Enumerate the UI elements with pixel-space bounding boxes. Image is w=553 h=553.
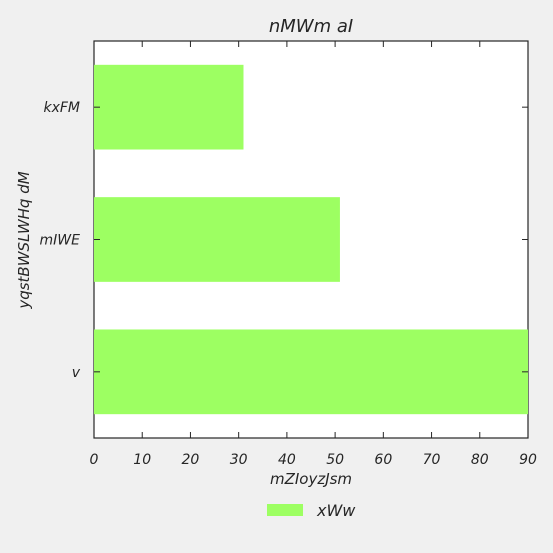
x-tick-label-50: 50 (326, 452, 344, 468)
x-tick-label-70: 70 (423, 452, 441, 468)
x-tick-label-10: 10 (133, 452, 151, 468)
x-axis-ticks: 0 10 20 30 40 50 60 70 80 90 (90, 41, 537, 468)
bar-v (94, 329, 528, 415)
chart-title: nMWm aI (269, 16, 353, 37)
legend-label: xWw (316, 501, 356, 520)
x-tick-label-80: 80 (471, 452, 489, 468)
x-tick-label-40: 40 (278, 452, 296, 468)
x-tick-label-20: 20 (182, 452, 200, 468)
x-tick-label-30: 30 (230, 452, 248, 468)
x-tick-label-60: 60 (374, 452, 392, 468)
x-axis-label: mZIoyzJsm (270, 470, 352, 488)
y-tick-label-mIWE: mIWE (40, 233, 81, 249)
legend: xWw (267, 501, 356, 520)
legend-swatch (267, 504, 303, 516)
x-tick-label-0: 0 (90, 452, 99, 468)
bars-group (94, 64, 528, 415)
bar-mIWE (94, 197, 340, 282)
y-tick-label-v: v (72, 365, 81, 381)
y-axis-label: yqstBWSLWHq dM (15, 171, 33, 309)
bar-kxFM (94, 64, 244, 150)
x-tick-label-90: 90 (519, 452, 537, 468)
y-axis-ticks: kxFM mIWE v (40, 100, 528, 381)
y-tick-label-kxFM: kxFM (43, 100, 80, 116)
